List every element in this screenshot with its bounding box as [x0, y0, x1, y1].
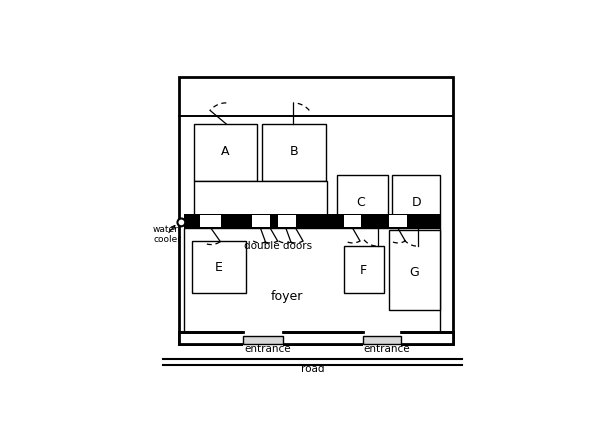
Text: double doors: double doors	[245, 241, 312, 251]
Bar	[278, 214, 296, 227]
Text: F: F	[360, 264, 367, 277]
Text: road: road	[301, 364, 325, 374]
Circle shape	[178, 219, 185, 226]
Text: G: G	[410, 266, 420, 279]
Bar	[184, 228, 440, 332]
Bar	[389, 230, 440, 310]
Bar	[200, 214, 221, 227]
Bar	[192, 241, 246, 294]
Text: D: D	[411, 196, 421, 209]
Bar	[363, 336, 401, 344]
Text: B: B	[290, 145, 298, 158]
Text: C: C	[356, 196, 365, 209]
Bar	[243, 329, 283, 346]
Bar	[253, 214, 270, 227]
Bar	[179, 77, 453, 344]
Bar	[363, 329, 401, 346]
Text: E: E	[215, 261, 223, 274]
Text: entrance: entrance	[245, 344, 291, 354]
Text: entrance: entrance	[363, 344, 410, 354]
Bar	[194, 181, 328, 217]
Bar	[337, 175, 387, 228]
Text: water
cooler: water cooler	[153, 225, 181, 244]
Bar	[262, 124, 326, 181]
Text: foyer: foyer	[270, 290, 303, 303]
Bar	[184, 214, 441, 228]
Bar	[179, 332, 453, 344]
Bar	[194, 124, 257, 181]
Text: A: A	[221, 145, 229, 158]
Bar	[343, 214, 362, 227]
Bar	[343, 246, 384, 294]
Bar	[243, 336, 283, 344]
Bar	[392, 175, 440, 228]
Bar	[389, 214, 407, 227]
